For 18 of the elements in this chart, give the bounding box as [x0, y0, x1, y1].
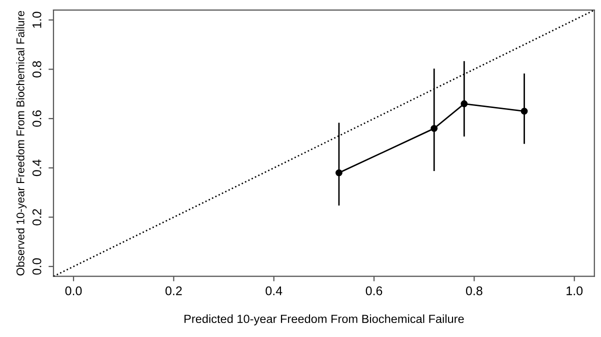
point — [460, 100, 468, 108]
point — [430, 124, 438, 132]
x-tick-label: 0.4 — [266, 286, 282, 296]
point — [335, 169, 342, 176]
y-axis-title: Observed 10-year Freedom From Biochemical Failure — [16, 10, 27, 276]
x-tick-label: 0.6 — [366, 286, 382, 296]
point — [520, 108, 528, 115]
y-tick-label: 1.0 — [32, 12, 42, 28]
x-tick-label: 0.0 — [65, 286, 82, 296]
x-tick-label: 0.2 — [165, 286, 182, 296]
x-tick-label: 1.0 — [566, 286, 583, 296]
x-tick-label: 0.8 — [466, 286, 482, 296]
y-tick-label: 0.0 — [32, 258, 42, 275]
y-tick-label: 0.2 — [32, 209, 42, 226]
y-tick-label: 0.4 — [32, 160, 42, 176]
y-tick-label: 0.8 — [32, 61, 42, 78]
y-tick-label: 0.6 — [32, 110, 42, 127]
x-axis-title: Predicted 10-year Freedom From Biochemical Failure — [184, 314, 464, 326]
